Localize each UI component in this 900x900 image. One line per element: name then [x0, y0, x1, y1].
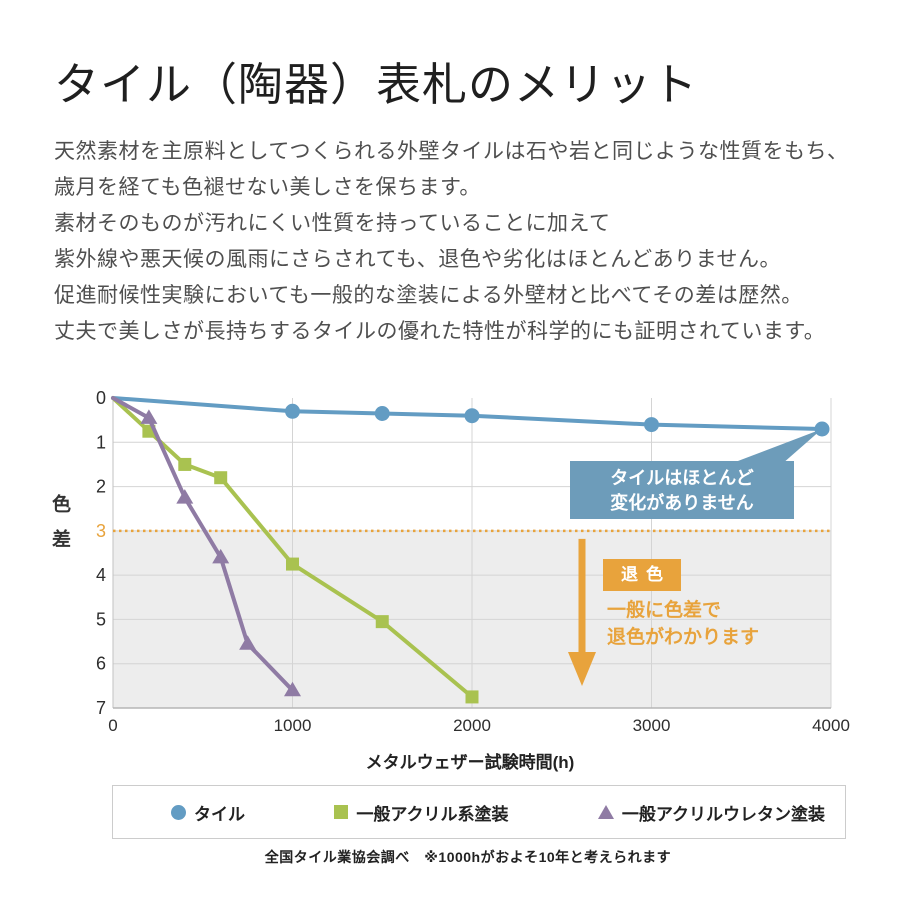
legend-item-acrylic: 一般アクリル系塗装 — [334, 800, 509, 825]
svg-text:4000: 4000 — [812, 716, 850, 735]
svg-text:3000: 3000 — [633, 716, 671, 735]
fade-label-badge: 退色 — [603, 559, 681, 591]
legend-label-urethane: 一般アクリルウレタン塗装 — [621, 804, 825, 824]
intro-paragraph: 天然素材を主原料としてつくられる外壁タイルは石や岩と同じような性質をもち、 歳月… — [54, 134, 848, 350]
urethane-series-marker-icon — [597, 805, 614, 819]
svg-text:1: 1 — [96, 432, 106, 452]
series-0 — [111, 396, 830, 437]
svg-text:0: 0 — [108, 716, 117, 735]
svg-text:5: 5 — [96, 609, 106, 629]
svg-text:2: 2 — [96, 477, 106, 497]
footnote: 全国タイル業協会調べ ※1000hがおよそ10年と考えられます — [264, 849, 672, 865]
tile-callout: タイルはほとんど 変化がありません — [570, 461, 794, 519]
fade-arrow — [568, 538, 596, 686]
intro-line-6: 丈夫で美しさが長持ちするタイルの優れた特性が科学的にも証明されています。 — [54, 320, 826, 343]
svg-text:7: 7 — [96, 698, 106, 718]
intro-line-3: 素材そのものが汚れにくい性質を持っていることに加えて — [54, 212, 611, 235]
svg-text:6: 6 — [96, 654, 106, 674]
fade-note-line-2: 退色がわかります — [607, 627, 760, 648]
fade-note-line-1: 一般に色差で — [607, 600, 722, 621]
intro-line-2: 歳月を経ても色褪せない美しさを保ちます。 — [54, 176, 481, 199]
x-axis-title: メタルウェザー試験時間(h) — [365, 753, 575, 772]
series-2 — [111, 396, 301, 697]
acrylic-series-marker-icon — [334, 805, 349, 819]
svg-text:0: 0 — [96, 390, 106, 408]
gridlines — [113, 398, 832, 708]
legend-item-tile: タイル — [171, 800, 245, 825]
svg-text:1000: 1000 — [274, 716, 312, 735]
fade-note: 一般に色差で 退色がわかります — [607, 597, 759, 651]
svg-text:4: 4 — [96, 565, 106, 585]
tile-series-marker-icon — [171, 804, 186, 820]
y-tick-labels: 0 1 2 3 4 5 6 7 — [96, 390, 106, 718]
intro-line-1: 天然素材を主原料としてつくられる外壁タイルは石や岩と同じような性質をもち、 — [54, 140, 849, 163]
callout-tail — [730, 429, 822, 464]
x-tick-labels: 0 1000 2000 3000 4000 — [108, 716, 850, 735]
legend-label-tile: タイル — [194, 804, 245, 824]
legend-label-acrylic: 一般アクリル系塗装 — [356, 804, 509, 824]
tile-callout-line-1: タイルはほとんど — [610, 468, 754, 488]
y-axis-label: 色差 — [49, 494, 70, 564]
legend-item-urethane: 一般アクリルウレタン塗装 — [597, 800, 825, 825]
svg-text:3: 3 — [96, 521, 106, 541]
svg-text:2000: 2000 — [453, 716, 491, 735]
page-title: タイル（陶器）表札のメリット — [54, 60, 699, 110]
intro-line-4: 紫外線や悪天候の風雨にさらされても、退色や劣化はほとんどありません。 — [54, 248, 782, 271]
series-1 — [111, 396, 479, 704]
chart-legend: タイル 一般アクリル系塗装 一般アクリルウレタン塗装 — [112, 785, 846, 839]
intro-line-5: 促進耐候性実験においても一般的な塗装による外壁材と比べてその差は歴然。 — [54, 284, 803, 307]
tile-callout-line-2: 変化がありません — [610, 493, 754, 513]
